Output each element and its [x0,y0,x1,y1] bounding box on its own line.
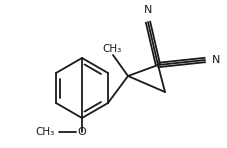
Text: N: N [143,5,151,15]
Text: O: O [77,127,86,137]
Text: N: N [211,55,220,65]
Text: CH₃: CH₃ [36,127,55,137]
Text: CH₃: CH₃ [102,44,121,54]
